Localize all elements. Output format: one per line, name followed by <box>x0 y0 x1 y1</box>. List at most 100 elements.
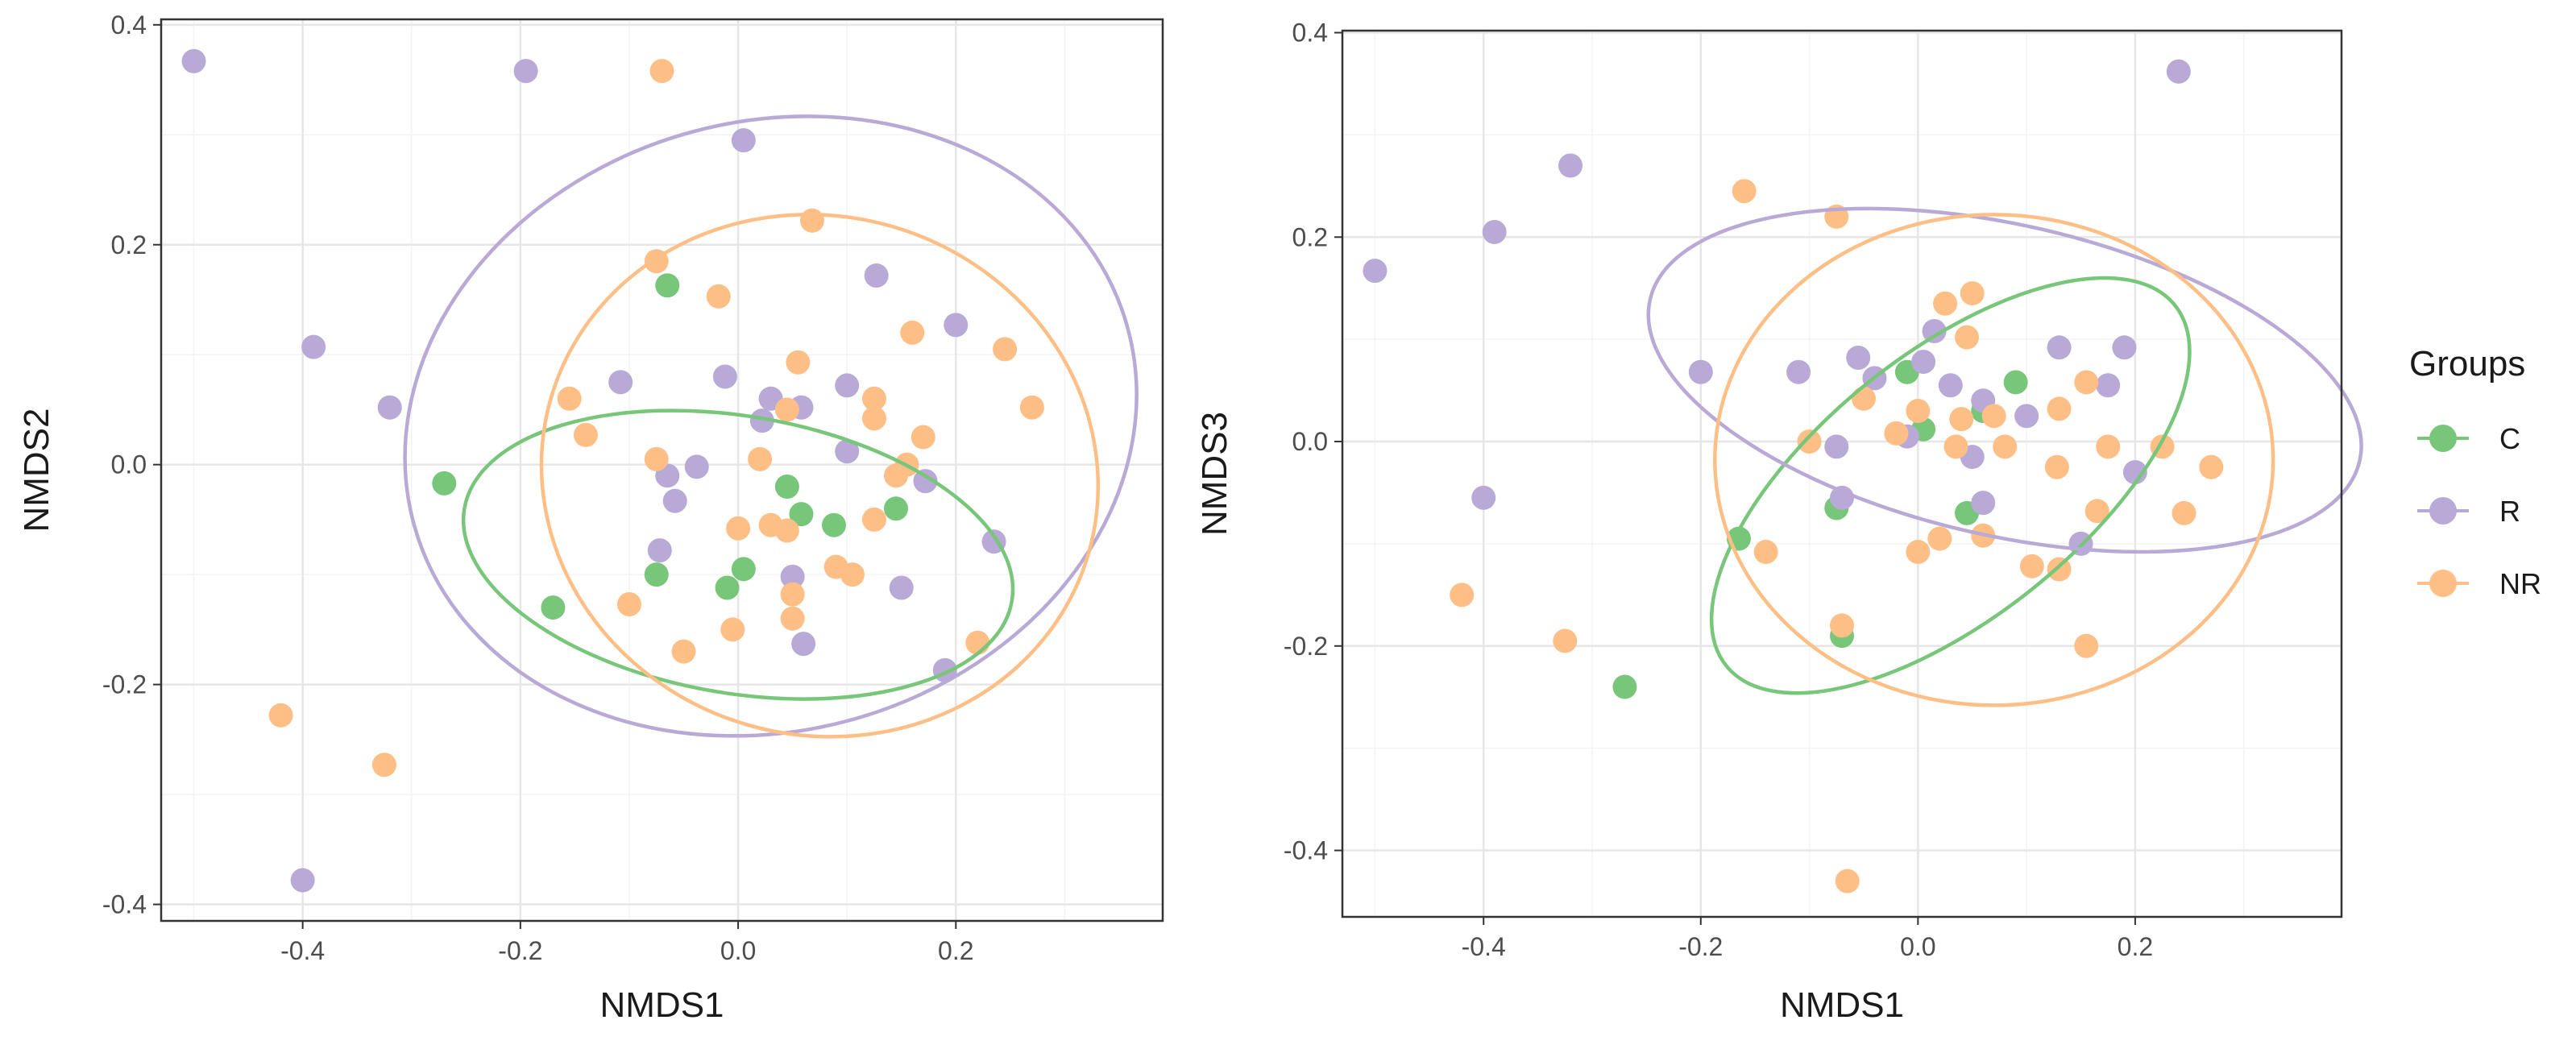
nmds2-point-r <box>712 364 737 389</box>
nmds3-point-r <box>1558 153 1583 178</box>
nmds3-x-axis-title: NMDS1 <box>1780 985 1904 1025</box>
nmds2-point-r <box>647 538 672 563</box>
nmds2-point-c <box>644 562 669 587</box>
nmds3-point-nr <box>2019 554 2044 578</box>
nmds2-point-nr <box>965 630 990 655</box>
nmds3-x-tick-label: 0.2 <box>2118 932 2153 961</box>
nmds3-point-nr <box>1955 325 1979 350</box>
nmds2-point-r <box>731 128 756 153</box>
nmds2-y-tick-label: -0.4 <box>102 890 147 919</box>
nmds3-y-tick-label: 0.4 <box>1292 19 1328 48</box>
nmds3-point-r <box>2112 335 2137 360</box>
nmds2-point-r <box>835 439 860 464</box>
nmds3-minor-grid <box>1342 31 2342 917</box>
nmds3-point-nr <box>2084 499 2109 524</box>
nmds3-point-nr <box>1830 613 1854 638</box>
nmds3-x-tick-label: -0.2 <box>1678 932 1723 961</box>
nmds3-point-nr <box>1450 583 1475 607</box>
nmds3-point-c <box>2003 370 2028 395</box>
nmds2-x-tick-label: -0.2 <box>498 936 542 965</box>
nmds2-point-nr <box>840 562 865 587</box>
nmds2-point-c <box>541 595 566 620</box>
nmds3-point-r <box>1363 259 1388 284</box>
nmds2-point-nr <box>726 516 751 541</box>
nmds2-ellipses <box>403 114 1139 739</box>
legend-label-r: R <box>2499 495 2520 528</box>
nmds3-point-nr <box>1906 398 1931 423</box>
nmds2-point-r <box>791 632 816 657</box>
nmds2-x-tick-label: 0.0 <box>720 936 756 965</box>
nmds3-ellipse-r <box>1646 206 2363 554</box>
nmds2-point-nr <box>780 606 805 631</box>
nmds3-point-nr <box>1753 540 1778 565</box>
nmds2-point-nr <box>268 703 293 728</box>
nmds2-point-nr <box>371 753 396 777</box>
nmds2-point-nr <box>883 463 908 488</box>
nmds2-point-nr <box>911 425 935 450</box>
legend-title: Groups <box>2409 344 2525 384</box>
nmds3-point-r <box>2047 335 2072 360</box>
nmds3-y-tick-label: 0.2 <box>1292 222 1328 251</box>
nmds2-y-tick-label: 0.4 <box>111 10 147 39</box>
nmds3-points <box>1363 59 2224 894</box>
nmds2-point-r <box>608 370 633 395</box>
nmds3-point-nr <box>2096 434 2121 459</box>
nmds2-point-r <box>944 313 969 338</box>
nmds2-point-nr <box>748 446 773 471</box>
nmds3-x-tick-label: 0.0 <box>1900 932 1935 961</box>
nmds3-point-r <box>2166 59 2191 84</box>
nmds2-point-c <box>774 474 799 499</box>
nmds2-point-r <box>749 408 774 433</box>
nmds2-point-nr <box>644 446 669 471</box>
nmds2-point-nr <box>1019 395 1044 420</box>
nmds2-point-nr <box>861 507 886 532</box>
nmds3-panel-border <box>1341 29 2343 918</box>
nmds2-ellipse-r <box>403 114 1139 738</box>
nmds3-y-tick-label: -0.4 <box>1284 836 1328 865</box>
nmds3-point-r <box>2122 460 2147 485</box>
nmds2-point-nr <box>616 591 641 616</box>
nmds2-points <box>181 48 1044 893</box>
nmds2-y-tick-label: -0.2 <box>102 670 147 699</box>
legend-label-nr: NR <box>2499 567 2541 600</box>
nmds2-y-axis-title: NMDS2 <box>17 408 56 532</box>
nmds3-panel: -0.4 -0.2 0.0 0.2 -0.4 -0.2 0.0 0.2 0.4 NMDS1 NMDS… <box>1195 19 2363 1025</box>
nmds3-point-nr <box>2047 396 2072 421</box>
nmds3-point-r <box>1786 359 1811 384</box>
nmds2-panel: -0.4 -0.2 0.0 0.2 -0.4 -0.2 0.0 0.2 0.4 NMDS1 NMDS… <box>17 10 1164 1025</box>
nmds2-point-r <box>835 373 860 398</box>
nmds2-point-nr <box>671 639 696 664</box>
nmds2-x-tick-label: 0.2 <box>938 936 973 965</box>
nmds2-point-r <box>864 263 889 288</box>
nmds2-point-nr <box>780 582 805 607</box>
nmds2-point-nr <box>774 518 799 543</box>
nmds2-point-r <box>684 454 709 479</box>
nmds2-point-c <box>715 575 740 600</box>
nmds2-ellipse-c <box>461 408 1015 701</box>
nmds3-x-tick-label: -0.4 <box>1462 932 1506 961</box>
nmds2-point-c <box>655 273 680 298</box>
nmds3-point-nr <box>2047 557 2072 582</box>
nmds2-x-tick-label: -0.4 <box>280 936 325 965</box>
nmds3-plot-area <box>1342 31 2342 917</box>
nmds2-point-nr <box>774 397 799 422</box>
legend-label-c: C <box>2499 422 2520 455</box>
nmds2-point-r <box>377 395 402 420</box>
nmds3-point-nr <box>2074 370 2099 395</box>
nmds3-y-tick-label: 0.0 <box>1292 427 1328 456</box>
nmds3-point-nr <box>1797 429 1822 454</box>
nmds3-y-tick-label: -0.2 <box>1284 632 1328 661</box>
nmds2-point-nr <box>573 422 598 447</box>
nmds2-point-c <box>821 512 846 537</box>
nmds3-point-r <box>1922 319 1947 344</box>
nmds3-ellipse-nr <box>1713 213 2275 707</box>
nmds3-point-r <box>1911 350 1936 375</box>
nmds2-point-r <box>290 868 315 893</box>
nmds2-point-nr <box>557 386 582 411</box>
nmds2-point-c <box>731 557 756 582</box>
nmds2-point-r <box>513 59 538 84</box>
nmds2-point-nr <box>649 59 674 84</box>
nmds3-point-r <box>1688 359 1713 384</box>
nmds3-point-nr <box>1993 434 2018 459</box>
nmds3-point-nr <box>2044 454 2069 479</box>
